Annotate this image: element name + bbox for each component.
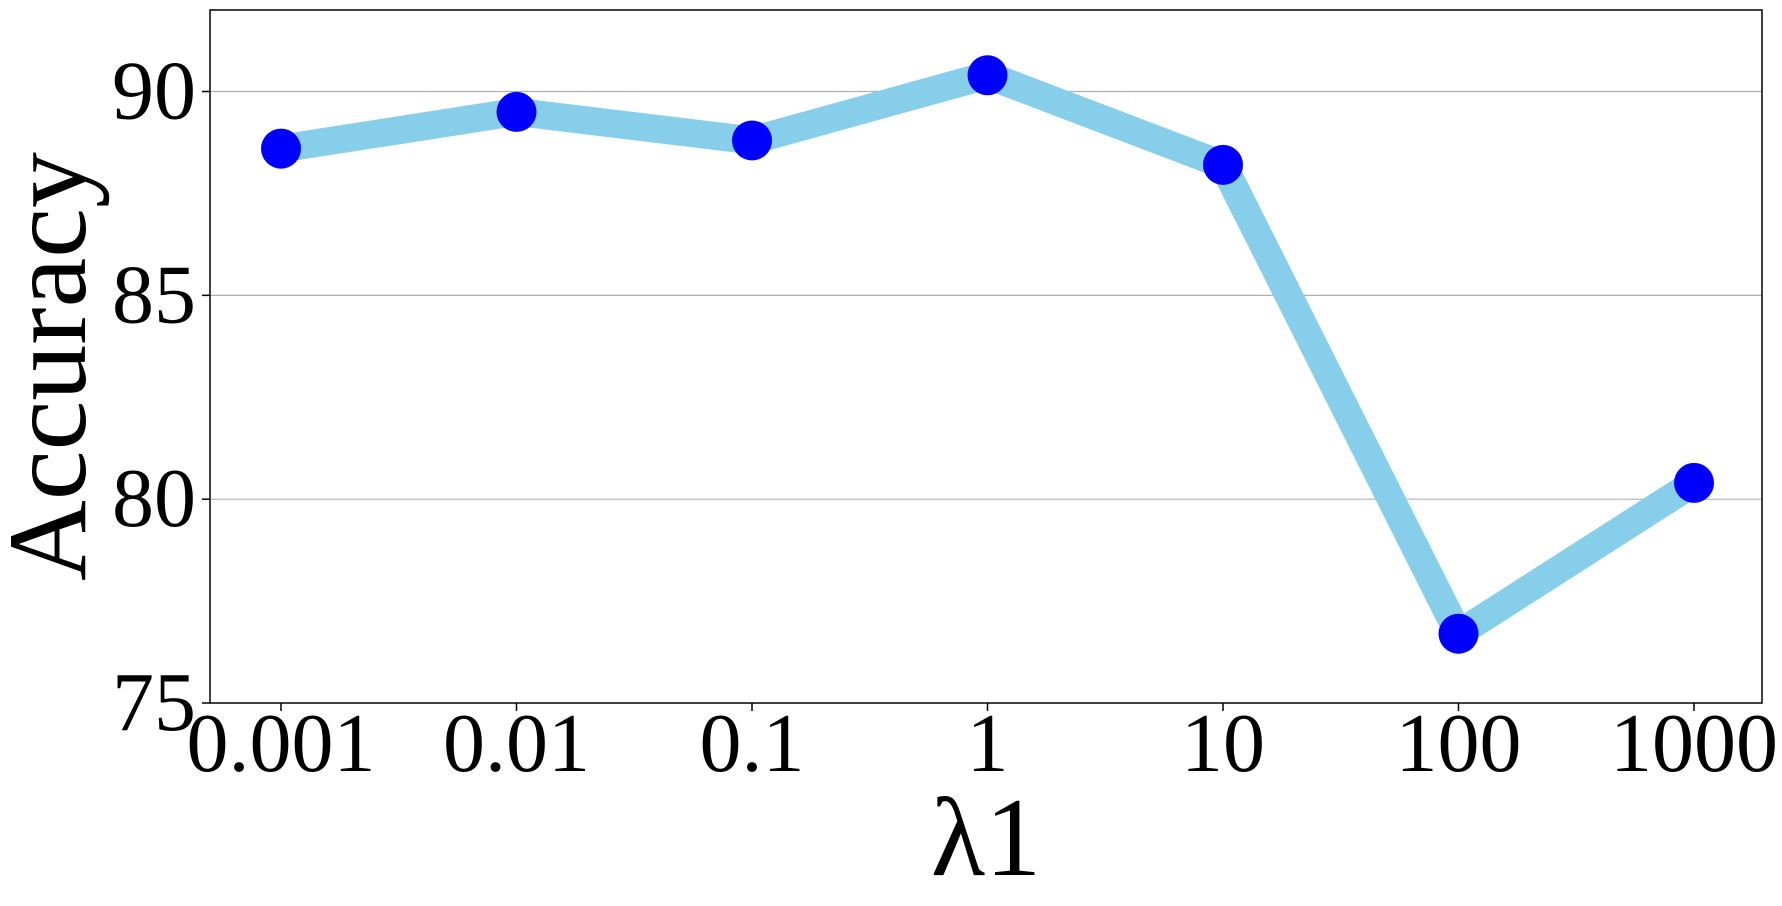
x-tick-label: 1 <box>967 697 1009 790</box>
data-point-1000 <box>1674 462 1714 503</box>
data-point-100 <box>1438 613 1479 654</box>
grid-lines <box>210 90 1762 500</box>
x-axis-title: λ1 <box>931 776 1041 900</box>
y-tick-label: 80 <box>112 452 196 545</box>
data-point-1 <box>967 55 1008 96</box>
data-point-0.01 <box>496 91 537 132</box>
y-axis-title: Accuracy <box>0 152 110 581</box>
x-tick-label: 100 <box>1396 697 1522 790</box>
x-tick-label: 10 <box>1181 697 1265 790</box>
data-point-0.1 <box>732 120 772 161</box>
plot-frame <box>209 9 1763 704</box>
x-tick-label: 1000 <box>1610 697 1778 790</box>
x-axis-ticks: 0.001 0.01 0.1 1 10 100 1000 <box>187 697 1779 790</box>
y-tick-label: 85 <box>112 248 196 341</box>
y-axis-ticks: 75 80 85 90 <box>112 45 210 749</box>
x-tick-label: 0.001 <box>187 697 376 790</box>
data-point-10 <box>1203 144 1243 185</box>
x-tick-label: 0.1 <box>700 697 805 790</box>
data-point-0.001 <box>261 128 301 169</box>
y-tick-label: 75 <box>112 656 196 749</box>
series-accuracy <box>278 60 1702 654</box>
data-points <box>261 55 1714 654</box>
y-tick-label: 90 <box>112 45 196 138</box>
series-line <box>278 60 1702 654</box>
x-tick-label: 0.01 <box>443 697 590 790</box>
